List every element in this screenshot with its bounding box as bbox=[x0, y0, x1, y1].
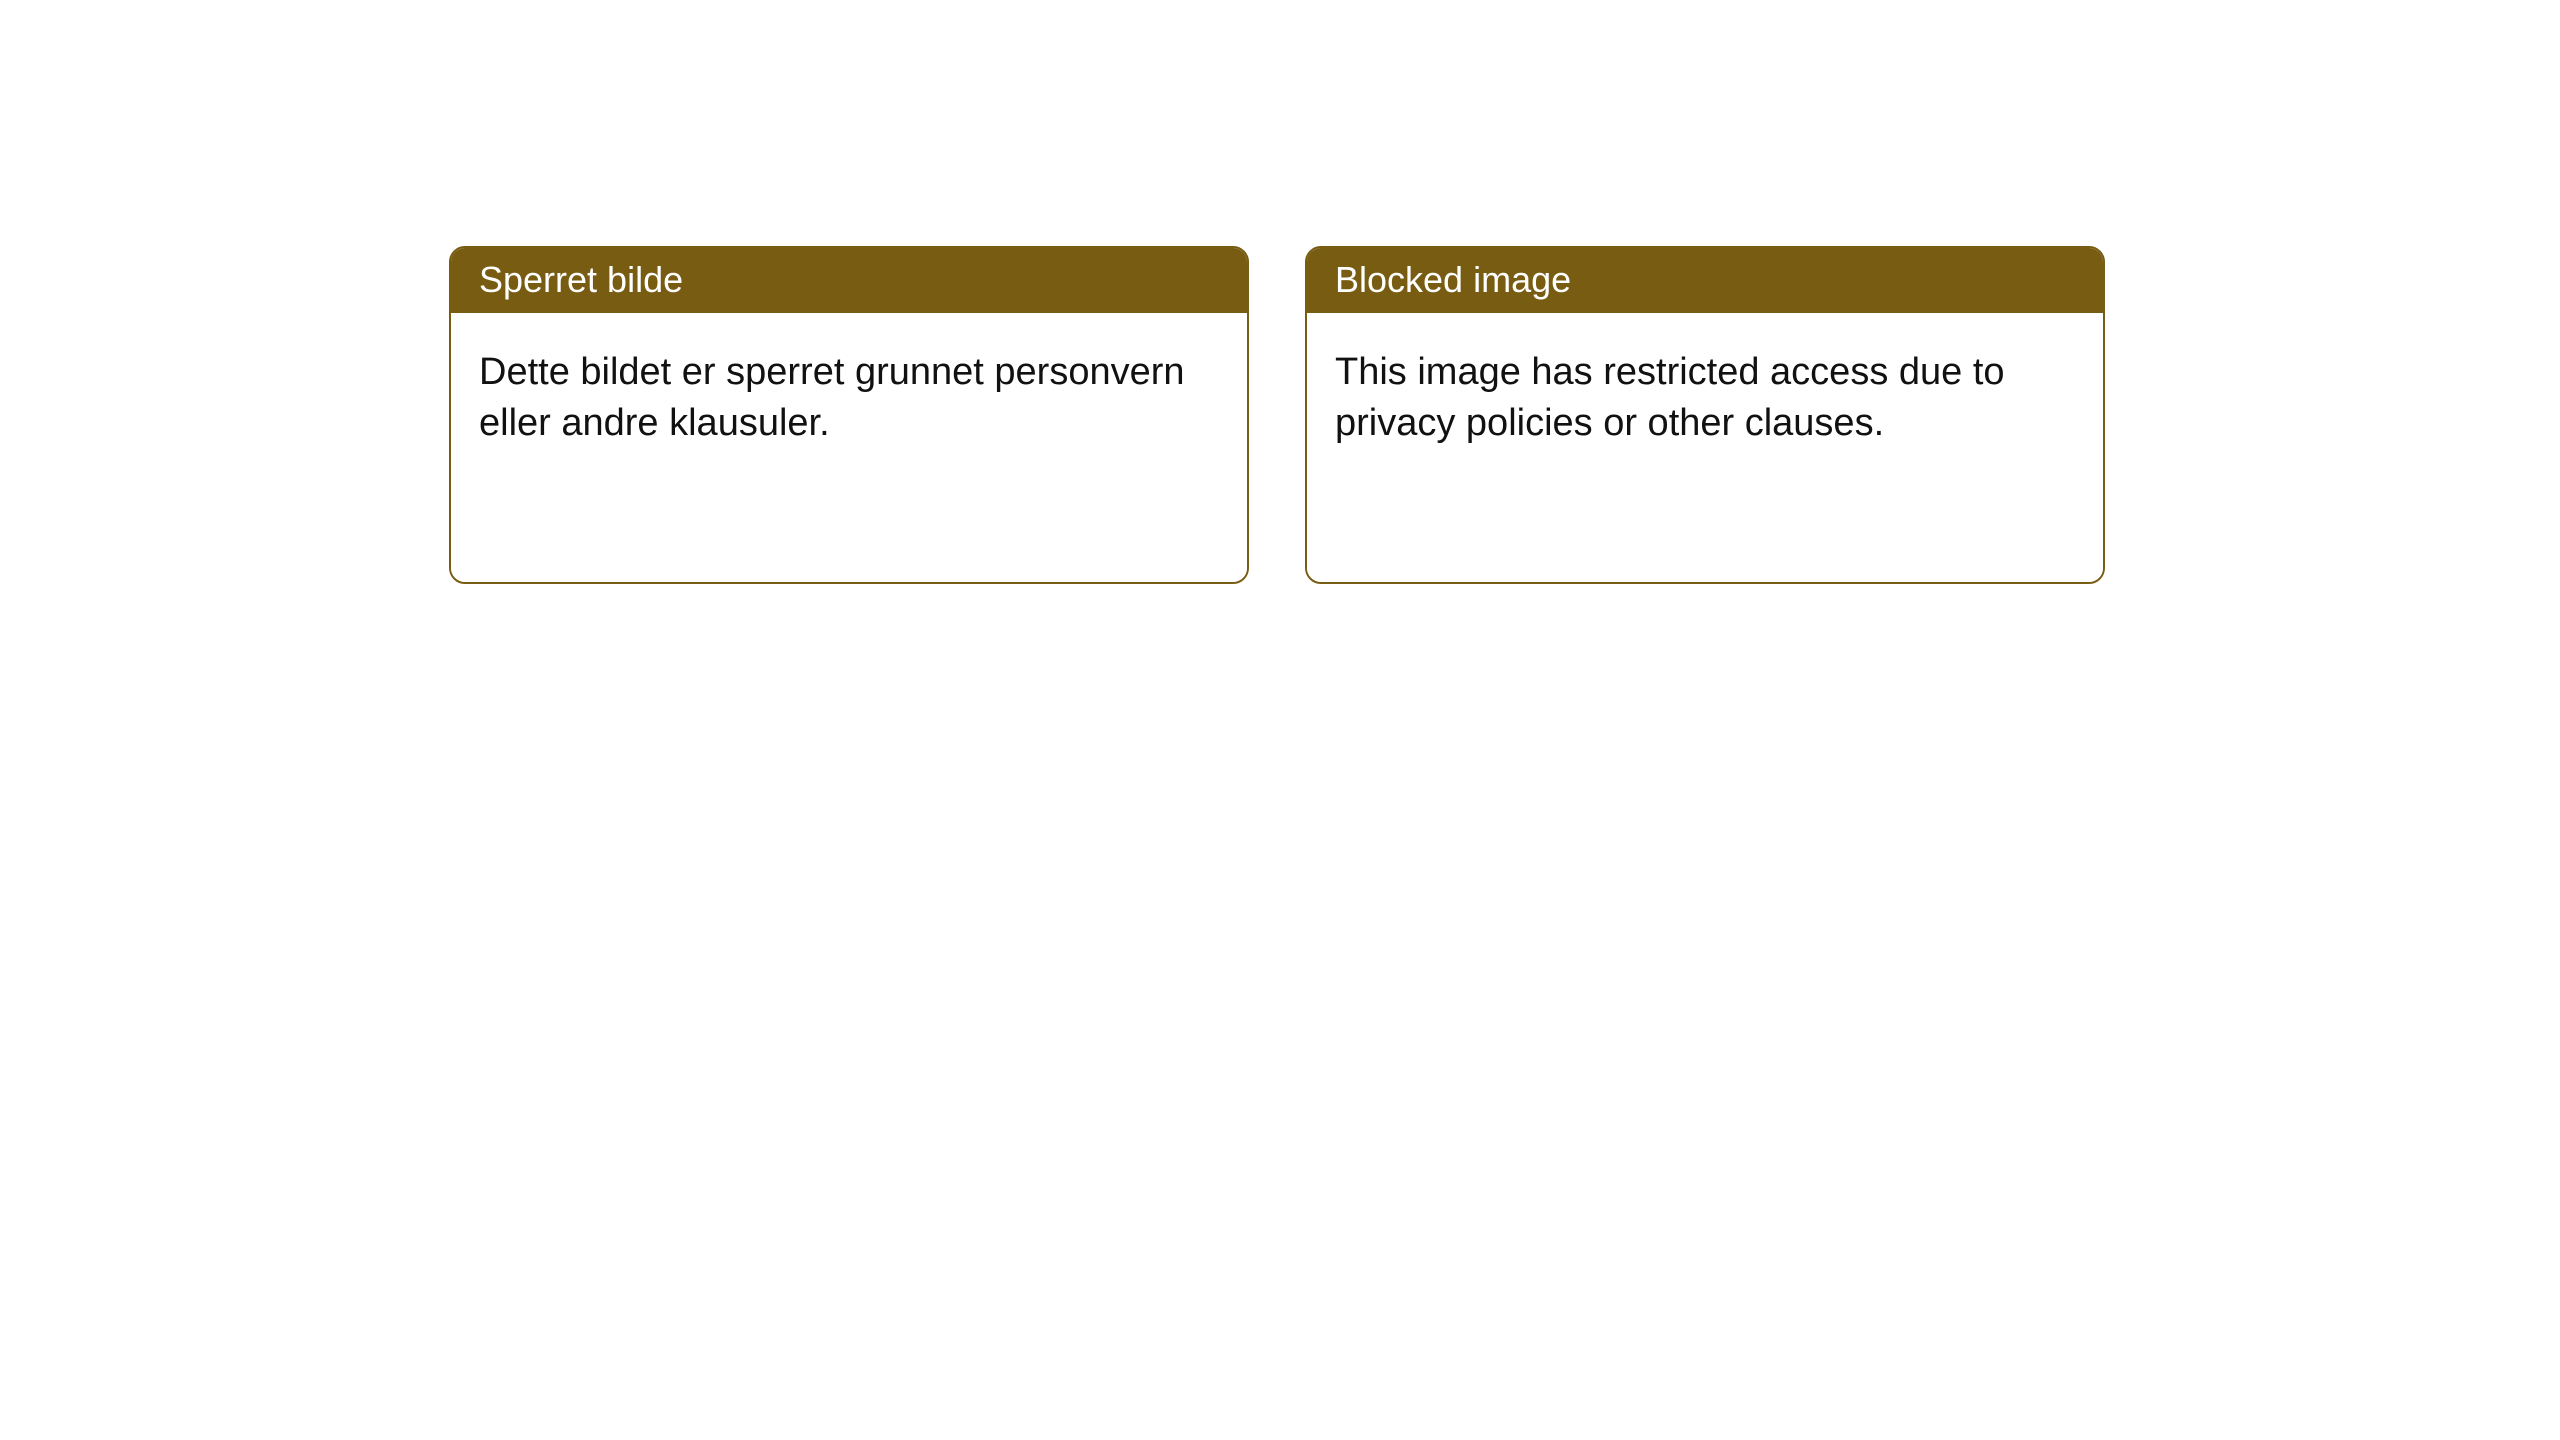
notice-body: Dette bildet er sperret grunnet personve… bbox=[451, 313, 1247, 582]
notice-box-norwegian: Sperret bilde Dette bildet er sperret gr… bbox=[449, 246, 1249, 584]
notice-header: Blocked image bbox=[1307, 248, 2103, 313]
notice-body: This image has restricted access due to … bbox=[1307, 313, 2103, 582]
notice-body-text: Dette bildet er sperret grunnet personve… bbox=[479, 351, 1185, 444]
notice-title: Sperret bilde bbox=[479, 259, 683, 300]
notice-box-english: Blocked image This image has restricted … bbox=[1305, 246, 2105, 584]
notice-body-text: This image has restricted access due to … bbox=[1335, 351, 2005, 444]
notice-container: Sperret bilde Dette bildet er sperret gr… bbox=[449, 246, 2105, 584]
notice-title: Blocked image bbox=[1335, 259, 1571, 300]
notice-header: Sperret bilde bbox=[451, 248, 1247, 313]
